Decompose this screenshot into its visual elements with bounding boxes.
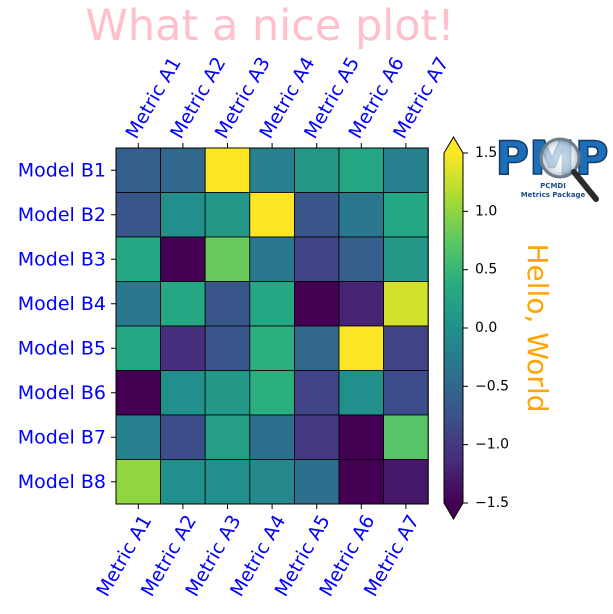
heatmap-cell [293,370,340,416]
pmp-logo-caption-2: Metrics Package [521,191,586,199]
heatmap-cell [115,281,161,327]
colorbar-tick-label: −1.0 [475,437,509,453]
heatmap-cell [249,147,295,193]
colorbar-gradient [444,153,463,503]
colorbar-extend-max-icon [444,137,463,153]
heatmap-cell [249,325,295,371]
heatmap-cell [338,281,384,327]
heatmap-cell [383,147,429,193]
heatmap-cell [115,414,161,460]
y-tick-label: Model B4 [18,293,106,315]
heatmap-cell [160,192,206,238]
heatmap-cell [115,325,161,371]
heatmap-cell [249,192,295,238]
heatmap-cell [383,325,429,371]
heatmap-cell [160,281,206,327]
heatmap-cell [383,414,429,460]
y-tick-label: Model B7 [18,426,106,448]
heatmap-cell [160,370,206,416]
heatmap-cell [160,459,206,505]
y-tick-label: Model B6 [18,382,106,404]
heatmap-cell [383,370,429,416]
heatmap-cell [115,370,161,416]
heatmap-cell [204,281,251,327]
heatmap-cell [204,192,251,238]
heatmap-cell [249,459,295,505]
heatmap-cell [204,236,251,282]
y-tick-label: Model B1 [18,159,106,181]
heatmap-cell [383,459,429,505]
magnifier-handle-icon [571,169,599,202]
magnifier-lens-icon [539,137,581,179]
y-tick-label: Model B5 [18,337,106,359]
heatmap-cells [115,147,429,505]
heatmap-cell [293,325,340,371]
heatmap-cell [383,192,429,238]
y-tick-labels: Model B1 Model B2 Model B3 Model B4 Model B5… [18,159,116,493]
pmp-logo-caption-1: PCMDI [540,182,566,190]
heatmap-cell [249,236,295,282]
heatmap-cell [293,192,340,238]
heatmap-cell [338,192,384,238]
colorbar-extend-min-icon [444,503,463,519]
heatmap-cell [293,281,340,327]
heatmap-cell [160,236,206,282]
heatmap-cell [249,281,295,327]
heatmap-cell [160,325,206,371]
heatmap-cell [338,147,384,193]
heatmap-cell [160,147,206,193]
heatmap-cell [293,414,340,460]
heatmap-cell [338,414,384,460]
y-tick-label: Model B8 [18,471,106,493]
chart-title: What a nice plot! [85,1,454,51]
colorbar: 1.5 1.0 0.5 0.0 −0.5 −1.0 −1.5 [443,136,509,520]
heatmap-cell [293,459,340,505]
heatmap-cell [338,236,384,282]
heatmap-cell [249,370,295,416]
colorbar-tick-label: 1.5 [475,145,497,161]
colorbar-label: Hello, World [521,243,554,412]
heatmap-cell [204,370,251,416]
y-tick-label: Model B2 [18,204,106,226]
heatmap-cell [338,459,384,505]
heatmap-cell [383,281,429,327]
heatmap-cell [338,370,384,416]
y-tick-label: Model B3 [18,248,106,270]
heatmap-cell [204,414,251,460]
heatmap-cell [115,459,161,505]
colorbar-tick-label: −0.5 [475,378,509,394]
colorbar-tick-label: −1.5 [475,495,509,511]
heatmap-cell [204,459,251,505]
heatmap-cell [115,236,161,282]
colorbar-tick-label: 0.5 [475,262,497,278]
heatmap-cell [249,414,295,460]
heatmap-cell [115,147,161,193]
heatmap-cell [293,236,340,282]
heatmap-cell [160,414,206,460]
heatmap-cell [338,325,384,371]
colorbar-tick-label: 1.0 [475,203,497,219]
pmp-logo: PMP PCMDI Metrics Package [495,130,609,202]
colorbar-tick-label: 0.0 [475,320,497,336]
heatmap-cell [383,236,429,282]
heatmap-cell [115,192,161,238]
heatmap-cell [293,147,340,193]
heatmap-cell [204,325,251,371]
heatmap-cell [204,147,251,193]
